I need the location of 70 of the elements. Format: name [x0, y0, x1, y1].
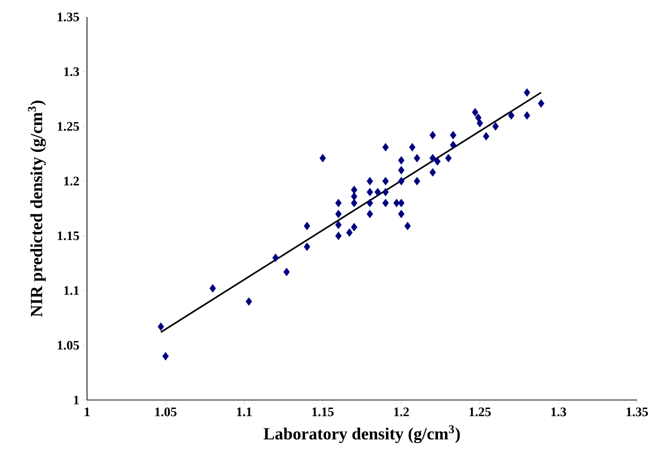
point [335, 210, 342, 218]
y-tick-label: 1 [74, 396, 79, 404]
x-tick-label: 1.25 [470, 408, 491, 416]
point [450, 130, 456, 140]
point [350, 222, 358, 232]
point [366, 198, 374, 208]
x-tick-label: 1.05 [155, 408, 176, 416]
point [409, 143, 416, 152]
point [524, 88, 530, 97]
y-axis-title: NIR predicted density (g/cm$^{3}$) [28, 100, 46, 317]
point [430, 168, 436, 177]
point [335, 232, 342, 240]
point [450, 140, 456, 150]
point [538, 99, 544, 108]
y-tick-label: 1.35 [58, 12, 79, 22]
x-tick-label: 1.1 [237, 408, 252, 416]
y-tick-label: 1.2 [64, 176, 79, 186]
point [482, 132, 490, 140]
point [272, 254, 279, 262]
point [382, 198, 389, 208]
point [382, 143, 389, 152]
point [304, 242, 310, 251]
point [366, 188, 374, 196]
point [430, 154, 436, 162]
point [210, 284, 216, 293]
point [398, 156, 404, 165]
point [398, 166, 404, 174]
x-tick-label: 1 [84, 408, 90, 416]
point [246, 297, 252, 306]
point [162, 352, 169, 360]
y-tick-label: 1.15 [58, 231, 79, 240]
y-tick-label: 1.25 [58, 122, 79, 131]
point [350, 186, 358, 194]
point [414, 176, 420, 186]
point [382, 176, 389, 186]
point [524, 111, 530, 120]
point [304, 222, 310, 230]
point [508, 111, 514, 120]
point [492, 122, 499, 131]
y-tick-label: 1.1 [64, 286, 79, 295]
point [350, 192, 358, 201]
point [382, 188, 389, 196]
point [158, 322, 164, 331]
point [398, 176, 404, 186]
x-tick-label: 1.2 [394, 408, 409, 416]
y-tick-label: 1.3 [64, 67, 80, 76]
y-tick-label: 1.05 [58, 340, 79, 350]
point [366, 176, 374, 186]
point [320, 154, 326, 162]
point [430, 130, 436, 140]
point [434, 157, 441, 166]
x-tick-label: 1.15 [312, 408, 334, 416]
point [404, 222, 411, 230]
point [414, 154, 420, 162]
point [393, 198, 400, 208]
point [476, 118, 484, 128]
point [398, 198, 404, 208]
point [283, 268, 290, 276]
x-axis-title: Laboratory density (g/cm$^{3}$) [264, 425, 460, 444]
point [335, 198, 342, 208]
point [445, 154, 452, 162]
point [346, 228, 353, 237]
point [398, 210, 404, 218]
point [472, 108, 478, 116]
point [350, 198, 358, 208]
point [335, 220, 342, 230]
x-tick-label: 1.3 [551, 408, 566, 416]
point [366, 210, 374, 218]
point [374, 188, 381, 196]
x-tick-label: 1.35 [626, 408, 648, 416]
